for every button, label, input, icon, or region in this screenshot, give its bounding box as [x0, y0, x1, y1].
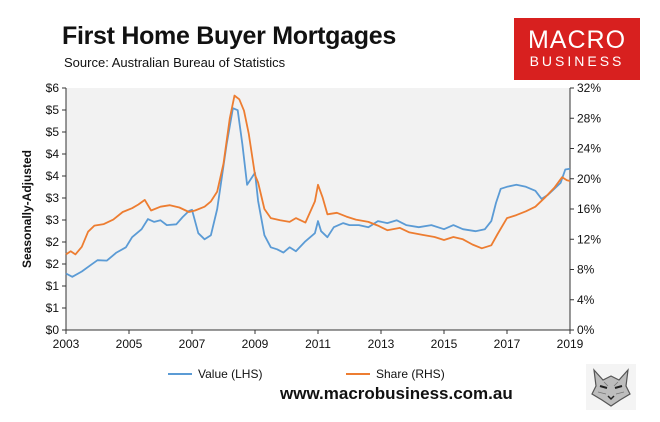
series-line-share	[65, 94, 571, 256]
y-tick-label-left: $1	[46, 279, 60, 293]
legend-swatch-value	[168, 373, 192, 375]
x-tick-label: 2005	[116, 337, 143, 351]
series-line-value	[65, 107, 571, 278]
logo-line1: MACRO	[527, 26, 627, 54]
y-tick-label-right: 24%	[577, 142, 601, 156]
legend-label-share: Share (RHS)	[376, 367, 445, 381]
x-tick-label: 2011	[305, 337, 331, 351]
series-lines	[65, 94, 571, 278]
y-tick-label-left: $4	[46, 169, 60, 183]
y-tick-label-left: $3	[46, 191, 60, 205]
legend-item-share: Share (RHS)	[346, 367, 445, 381]
y-tick-label-left: $0	[46, 323, 60, 337]
y-tick-label-left: $1	[46, 301, 60, 315]
legend-label-value: Value (LHS)	[198, 367, 263, 381]
y-tick-label-left: $6	[46, 81, 60, 95]
y-tick-label-left: $3	[46, 213, 60, 227]
website-url: www.macrobusiness.com.au	[280, 384, 513, 403]
x-tick-label: 2009	[242, 337, 269, 351]
x-tick-label: 2019	[557, 337, 584, 351]
y-tick-label-left: $2	[46, 235, 60, 249]
x-tick-label: 2015	[431, 337, 458, 351]
wolf-head-icon	[586, 364, 636, 410]
macro-business-logo: MACRO BUSINESS	[514, 18, 640, 80]
y-tick-label-left: $5	[46, 103, 60, 117]
x-tick-label: 2013	[368, 337, 395, 351]
chart-title: First Home Buyer Mortgages	[62, 22, 396, 50]
legend-item-value: Value (LHS)	[168, 367, 262, 381]
legend-swatch-share	[346, 373, 370, 375]
axes: $0 $1 $1 $2 $2 $3 $3 $4 $4 $5 $5 $6 0% 4% 8% 12% 16% 20% 2…	[46, 81, 602, 351]
x-tick-label: 2003	[53, 337, 80, 351]
y-tick-label-right: 20%	[577, 172, 601, 186]
y-tick-label-left: $4	[46, 147, 60, 161]
y-axis-label: Seasonally-Adjusted	[20, 150, 34, 268]
y-tick-label-right: 28%	[577, 111, 601, 125]
x-tick-label: 2007	[179, 337, 206, 351]
y-tick-label-right: 4%	[577, 293, 595, 307]
chart-subtitle: Source: Australian Bureau of Statistics	[64, 55, 286, 70]
x-tick-label: 2017	[494, 337, 521, 351]
y-tick-label-right: 8%	[577, 263, 595, 277]
y-tick-label-right: 32%	[577, 81, 601, 95]
y-tick-label-right: 16%	[577, 202, 601, 216]
y-tick-label-right: 0%	[577, 323, 595, 337]
logo-line2: BUSINESS	[529, 53, 625, 69]
y-tick-label-left: $2	[46, 257, 60, 271]
y-tick-label-left: $5	[46, 125, 60, 139]
legend: Value (LHS) Share (RHS)	[0, 367, 660, 385]
y-tick-label-right: 12%	[577, 232, 601, 246]
